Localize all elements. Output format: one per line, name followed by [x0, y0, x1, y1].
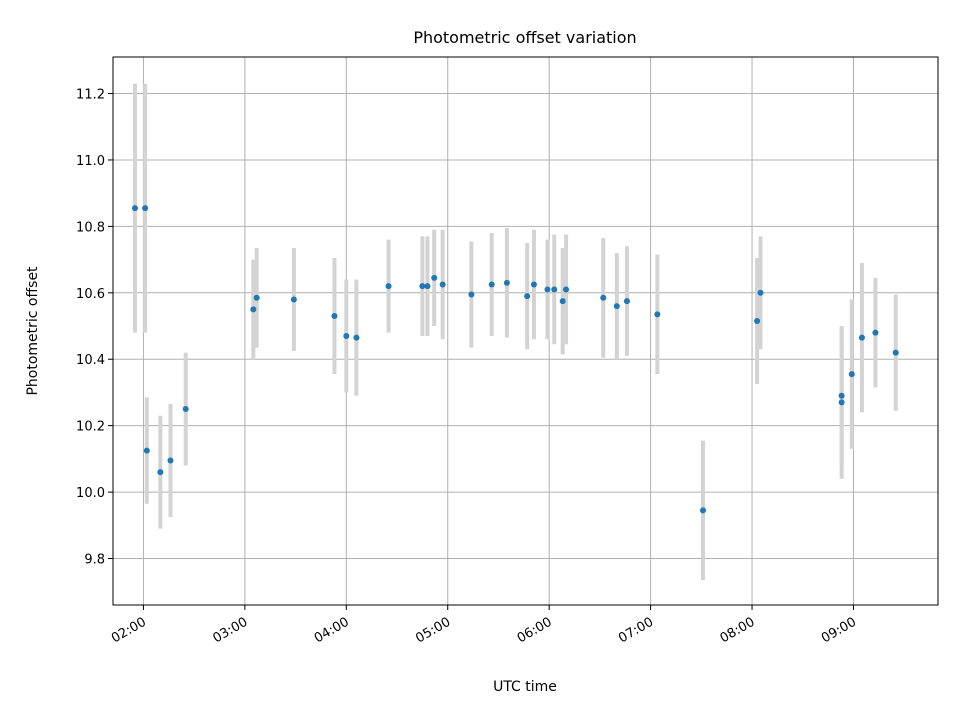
- data-point: [250, 306, 257, 313]
- data-point: [544, 286, 551, 293]
- data-point: [503, 279, 510, 286]
- data-point: [131, 205, 138, 212]
- data-point: [431, 274, 438, 281]
- data-point: [848, 371, 855, 378]
- y-tick-label: 9.8: [84, 553, 105, 568]
- data-point: [872, 329, 879, 336]
- data-point: [600, 294, 607, 301]
- data-point: [551, 286, 558, 293]
- data-point: [331, 313, 338, 320]
- data-point: [157, 469, 164, 476]
- data-point: [700, 507, 707, 514]
- y-axis-ticks: 9.8 10.0 10.2 10.4 10.6 10.8 11.0 11.2: [76, 88, 113, 568]
- data-point: [253, 294, 260, 301]
- y-tick-label: 11.2: [76, 88, 105, 103]
- data-points: [131, 205, 899, 514]
- data-point: [623, 298, 630, 305]
- data-point: [488, 281, 495, 288]
- data-point: [424, 283, 431, 290]
- data-point: [167, 457, 174, 464]
- data-point: [838, 392, 845, 399]
- plot-frame: [112, 56, 939, 606]
- chart-title: Photometric offset variation: [413, 28, 636, 47]
- data-point: [559, 298, 566, 305]
- y-tick-label: 10.6: [76, 287, 105, 302]
- y-axis-label: Photometric offset: [25, 266, 41, 396]
- data-point: [858, 334, 865, 341]
- data-point: [419, 283, 426, 290]
- data-point: [563, 286, 570, 293]
- y-tick-label: 11.0: [76, 154, 105, 169]
- data-point: [530, 281, 537, 288]
- data-point: [754, 318, 761, 325]
- data-point: [838, 399, 845, 406]
- y-tick-label: 10.2: [76, 420, 105, 435]
- y-tick-label: 10.8: [76, 220, 105, 235]
- data-point: [143, 447, 150, 454]
- data-point: [353, 334, 360, 341]
- data-point: [468, 291, 475, 298]
- x-axis-label: UTC time: [493, 679, 557, 695]
- grid: [113, 57, 938, 605]
- data-point: [142, 205, 149, 212]
- data-point: [757, 289, 764, 296]
- data-point: [385, 283, 392, 290]
- y-tick-label: 10.4: [76, 353, 105, 368]
- data-point: [524, 293, 531, 300]
- data-point: [182, 406, 189, 413]
- y-tick-label: 10.0: [76, 486, 105, 501]
- data-point: [613, 303, 620, 310]
- data-point: [290, 296, 297, 303]
- data-point: [654, 311, 661, 318]
- data-point: [892, 349, 899, 356]
- data-point: [439, 281, 446, 288]
- data-point: [343, 332, 350, 339]
